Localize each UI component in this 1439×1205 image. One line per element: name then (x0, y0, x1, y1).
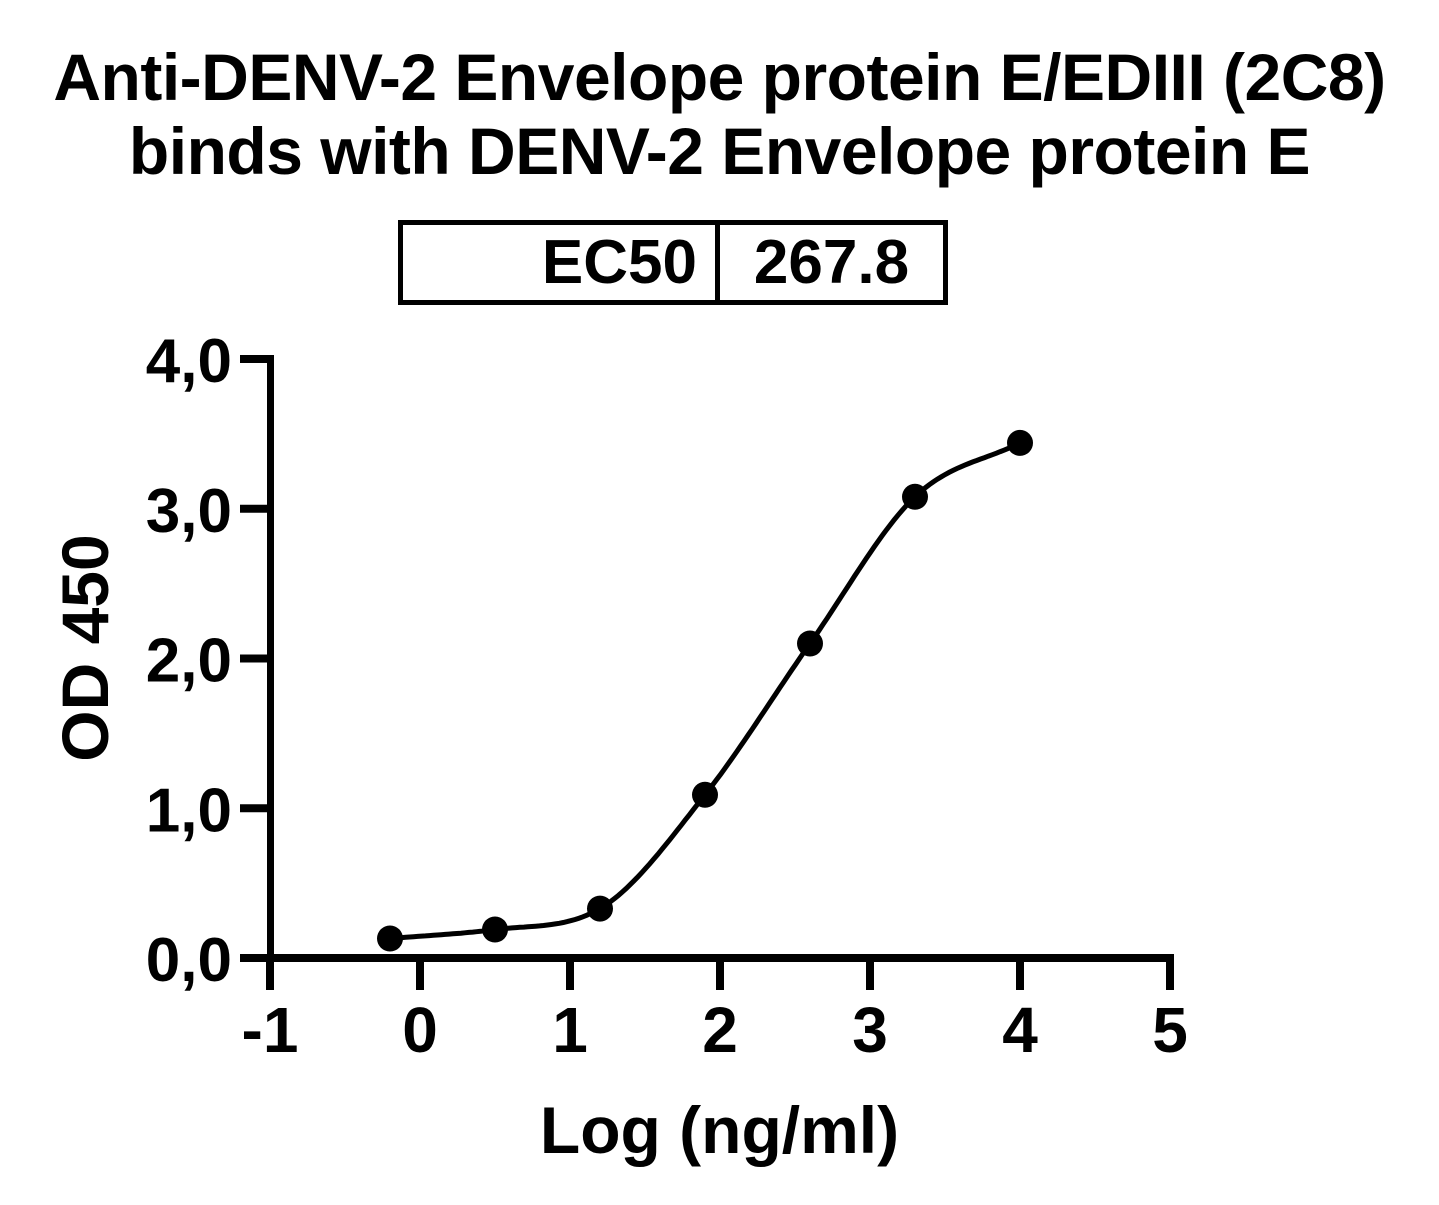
chart-title-line1: Anti-DENV-2 Envelope protein E/EDIII (2C… (53, 40, 1386, 114)
x-tick-label: 2 (702, 994, 738, 1066)
x-tick-label: 4 (1002, 994, 1038, 1066)
fit-curve (389, 440, 1022, 941)
x-tick-label: 3 (852, 994, 888, 1066)
y-tick-label: 4,0 (146, 327, 232, 396)
chart-title-line2: binds with DENV-2 Envelope protein E (128, 114, 1311, 188)
data-point (377, 925, 403, 952)
ec50-table: EC50 267.8 (398, 220, 948, 305)
data-point (482, 916, 508, 943)
y-tick (240, 504, 267, 513)
x-tick (1016, 954, 1024, 990)
data-point (587, 895, 613, 922)
x-tick-label: 5 (1152, 994, 1188, 1066)
x-axis-title: Log (ng/ml) (539, 1093, 900, 1167)
x-tick (566, 954, 574, 990)
y-tick-label: 3,0 (146, 477, 232, 546)
data-point (1007, 429, 1033, 456)
y-tick (240, 355, 267, 363)
chart-title: Anti-DENV-2 Envelope protein E/EDIII (2C… (0, 40, 1439, 188)
tick-marks (240, 355, 1174, 990)
tick-labels: 0,0 1,0 2,0 3,0 4,0 -1 0 1 2 3 4 5 (146, 327, 1188, 1066)
y-axis-title: OD 450 (48, 534, 122, 762)
x-tick-label: -1 (242, 994, 299, 1066)
y-axis-line (267, 355, 274, 962)
y-tick-label: 1,0 (146, 776, 232, 845)
x-tick (1166, 954, 1174, 990)
x-tick (716, 954, 724, 990)
data-point (902, 483, 928, 510)
ec50-value-cell: 267.8 (715, 225, 943, 300)
y-tick-label: 2,0 (146, 627, 232, 696)
y-tick (240, 654, 267, 663)
data-point (797, 630, 823, 657)
data-points-group (377, 429, 1033, 952)
y-tick (240, 954, 267, 962)
x-tick-label: 1 (552, 994, 588, 1066)
y-tick (240, 804, 267, 813)
data-point (692, 781, 718, 808)
axes (267, 355, 1174, 962)
x-tick (266, 954, 274, 990)
fit-curve-group (389, 440, 1022, 941)
y-tick-label: 0,0 (146, 926, 232, 995)
x-tick (866, 954, 874, 990)
x-tick-label: 0 (402, 994, 438, 1066)
ec50-label-cell: EC50 (541, 228, 697, 297)
x-tick (416, 954, 424, 990)
